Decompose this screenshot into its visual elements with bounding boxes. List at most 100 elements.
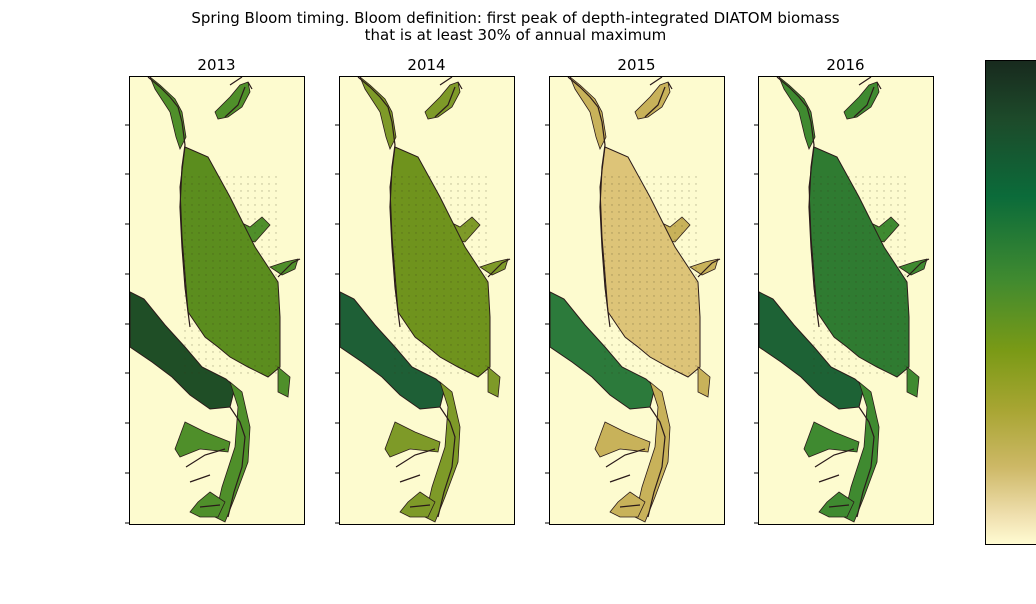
puget-sound-inlet [697, 366, 711, 398]
grid-point [674, 239, 676, 241]
grid-point [611, 309, 613, 311]
grid-point [394, 302, 396, 304]
grid-point [897, 260, 899, 262]
grid-point [883, 239, 885, 241]
grid-point [205, 260, 207, 262]
grid-point [429, 316, 431, 318]
grid-point [429, 260, 431, 262]
grid-point [869, 211, 871, 213]
grid-point [813, 260, 815, 262]
grid-point [457, 211, 459, 213]
grid-point [450, 351, 452, 353]
grid-point [401, 274, 403, 276]
map-canvas [759, 77, 933, 524]
grid-point [653, 225, 655, 227]
grid-point [219, 351, 221, 353]
grid-point [401, 239, 403, 241]
grid-point [855, 281, 857, 283]
grid-point [869, 260, 871, 262]
map-panel-2015 [549, 76, 725, 525]
grid-point [240, 302, 242, 304]
grid-point [408, 246, 410, 248]
grid-point [478, 302, 480, 304]
grid-point [450, 190, 452, 192]
grid-point [212, 253, 214, 255]
grid-point [827, 351, 829, 353]
grid-point [422, 239, 424, 241]
grid-point [653, 288, 655, 290]
grid-point [485, 344, 487, 346]
grid-point [681, 246, 683, 248]
grid-point [394, 330, 396, 332]
grid-point [625, 323, 627, 325]
grid-point [646, 316, 648, 318]
grid-point [198, 253, 200, 255]
grid-point [632, 372, 634, 374]
grid-point [422, 190, 424, 192]
grid-point [855, 260, 857, 262]
grid-point [233, 281, 235, 283]
grid-point [681, 190, 683, 192]
grid-point [198, 281, 200, 283]
grid-point [646, 260, 648, 262]
grid-point [688, 281, 690, 283]
grid-point [415, 218, 417, 220]
grid-point [695, 337, 697, 339]
grid-point [674, 246, 676, 248]
grid-point [688, 309, 690, 311]
grid-point [198, 351, 200, 353]
grid-point [681, 204, 683, 206]
grid-point [436, 281, 438, 283]
grid-point [184, 260, 186, 262]
grid-point [233, 253, 235, 255]
grid-point [233, 309, 235, 311]
grid-point [862, 351, 864, 353]
grid-point [422, 204, 424, 206]
grid-point [268, 309, 270, 311]
grid-point [660, 288, 662, 290]
grid-point [478, 218, 480, 220]
puget-sound-inlet [906, 366, 920, 398]
grid-point [247, 246, 249, 248]
coastline [434, 77, 463, 118]
grid-point [660, 190, 662, 192]
grid-point [485, 337, 487, 339]
puget-sound-inlet [214, 380, 251, 523]
grid-point [639, 365, 641, 367]
grid-point [247, 176, 249, 178]
grid-point [457, 246, 459, 248]
grid-point [464, 274, 466, 276]
grid-point [883, 176, 885, 178]
grid-point [646, 253, 648, 255]
grid-point [464, 190, 466, 192]
grid-point [660, 281, 662, 283]
grid-point [408, 239, 410, 241]
grid-point [695, 323, 697, 325]
grid-point [674, 232, 676, 234]
grid-point [443, 232, 445, 234]
grid-point [897, 267, 899, 269]
grid-point [233, 218, 235, 220]
grid-point [625, 302, 627, 304]
grid-point [471, 337, 473, 339]
grid-point [261, 218, 263, 220]
grid-point [261, 267, 263, 269]
grid-point [604, 372, 606, 374]
grid-point [191, 351, 193, 353]
grid-point [205, 267, 207, 269]
grid-point [268, 302, 270, 304]
grid-point [450, 372, 452, 374]
grid-point [450, 232, 452, 234]
grid-point [855, 372, 857, 374]
grid-point [254, 309, 256, 311]
grid-point [834, 316, 836, 318]
grid-point [205, 253, 207, 255]
grid-point [904, 365, 906, 367]
grid-point [813, 225, 815, 227]
grid-point [478, 351, 480, 353]
grid-point [212, 183, 214, 185]
grid-point [191, 218, 193, 220]
grid-point [429, 246, 431, 248]
grid-point [240, 204, 242, 206]
grid-point [261, 183, 263, 185]
